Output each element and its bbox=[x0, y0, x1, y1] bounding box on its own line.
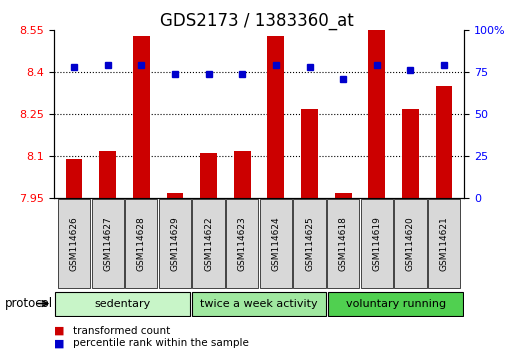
Bar bbox=[234, 150, 251, 198]
FancyBboxPatch shape bbox=[55, 292, 190, 315]
FancyBboxPatch shape bbox=[226, 199, 259, 287]
Text: voluntary running: voluntary running bbox=[346, 298, 446, 309]
Text: GSM114628: GSM114628 bbox=[137, 216, 146, 271]
Bar bbox=[402, 109, 419, 198]
Text: percentile rank within the sample: percentile rank within the sample bbox=[73, 338, 249, 348]
Text: GSM114625: GSM114625 bbox=[305, 216, 314, 271]
Bar bbox=[66, 159, 83, 198]
Bar bbox=[301, 109, 318, 198]
Text: GSM114627: GSM114627 bbox=[103, 216, 112, 271]
Bar bbox=[200, 153, 217, 198]
Bar bbox=[167, 193, 183, 198]
Bar bbox=[100, 150, 116, 198]
Text: protocol: protocol bbox=[5, 297, 53, 310]
Text: GSM114618: GSM114618 bbox=[339, 216, 348, 271]
FancyBboxPatch shape bbox=[260, 199, 292, 287]
Text: ■: ■ bbox=[54, 326, 64, 336]
FancyBboxPatch shape bbox=[192, 292, 326, 315]
Bar bbox=[335, 193, 351, 198]
Text: GSM114622: GSM114622 bbox=[204, 216, 213, 271]
Text: GSM114621: GSM114621 bbox=[440, 216, 448, 271]
FancyBboxPatch shape bbox=[394, 199, 427, 287]
FancyBboxPatch shape bbox=[361, 199, 393, 287]
Text: twice a week activity: twice a week activity bbox=[200, 298, 318, 309]
Text: ■: ■ bbox=[54, 338, 64, 348]
FancyBboxPatch shape bbox=[328, 292, 463, 315]
Bar bbox=[133, 36, 150, 198]
Text: transformed count: transformed count bbox=[73, 326, 171, 336]
FancyBboxPatch shape bbox=[327, 199, 359, 287]
FancyBboxPatch shape bbox=[293, 199, 326, 287]
Text: GSM114624: GSM114624 bbox=[271, 216, 281, 271]
Bar bbox=[368, 30, 385, 198]
Text: sedentary: sedentary bbox=[94, 298, 150, 309]
FancyBboxPatch shape bbox=[159, 199, 191, 287]
Text: GSM114619: GSM114619 bbox=[372, 216, 381, 271]
Text: GSM114629: GSM114629 bbox=[170, 216, 180, 271]
FancyBboxPatch shape bbox=[192, 199, 225, 287]
Text: GSM114626: GSM114626 bbox=[70, 216, 78, 271]
Text: GSM114620: GSM114620 bbox=[406, 216, 415, 271]
FancyBboxPatch shape bbox=[428, 199, 460, 287]
Text: GSM114623: GSM114623 bbox=[238, 216, 247, 271]
Bar bbox=[267, 36, 284, 198]
FancyBboxPatch shape bbox=[91, 199, 124, 287]
FancyBboxPatch shape bbox=[125, 199, 157, 287]
Bar bbox=[436, 86, 452, 198]
FancyBboxPatch shape bbox=[58, 199, 90, 287]
Text: GDS2173 / 1383360_at: GDS2173 / 1383360_at bbox=[160, 12, 353, 30]
